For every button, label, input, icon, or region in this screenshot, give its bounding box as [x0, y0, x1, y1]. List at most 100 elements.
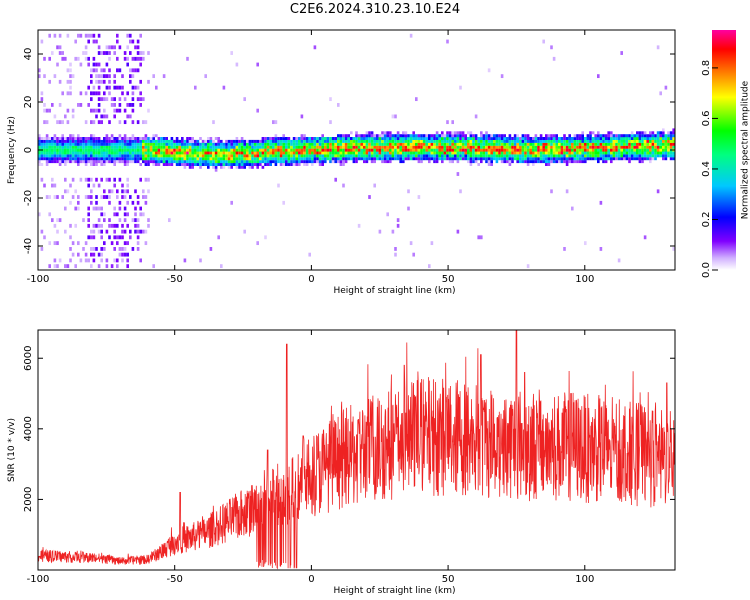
spectrogram-cell — [344, 137, 348, 140]
spectrogram-noise-cell — [110, 241, 114, 246]
spectrogram-cell — [337, 154, 340, 158]
spectrogram-cell — [160, 142, 163, 146]
spectrogram-cell — [251, 148, 254, 152]
spectrogram-cell — [246, 148, 249, 152]
spectrogram-noise-cell — [139, 62, 142, 67]
spectrogram-noise-cell — [477, 235, 480, 240]
spectrogram-cell — [591, 148, 595, 152]
spectrogram-cell — [61, 151, 64, 155]
spectrogram-cell — [420, 134, 423, 138]
spectrogram-cell — [136, 139, 140, 143]
spectrogram-cell — [342, 154, 345, 158]
spectrogram-cell — [227, 157, 231, 161]
spectrogram-cell — [269, 139, 272, 143]
spectrogram-cell — [168, 139, 171, 143]
spectrogram-noise-cell — [53, 223, 57, 228]
spectrogram-cell — [617, 145, 621, 149]
spectrogram-noise-cell — [313, 45, 317, 50]
spectrogram-noise-cell — [38, 74, 41, 79]
spectrogram-cell — [386, 154, 389, 158]
spectrogram-cell — [181, 142, 184, 146]
spectrogram-cell — [209, 163, 213, 166]
spectrogram-cell — [43, 139, 46, 143]
spectrogram-cell — [136, 151, 140, 155]
spectrogram-cell — [555, 142, 558, 146]
spectrogram-cell — [656, 151, 660, 155]
spectrogram-cell — [157, 160, 161, 164]
spectrogram-noise-cell — [243, 229, 246, 234]
spectrogram-noise-cell — [92, 85, 96, 90]
spectrogram-cell — [448, 131, 452, 135]
spectrogram-cell — [157, 151, 161, 155]
spectrogram-noise-cell — [100, 223, 103, 228]
spectrogram-cell — [69, 145, 72, 149]
spectrogram-cell — [495, 151, 499, 155]
spectrogram-cell — [58, 157, 62, 161]
spectrogram-cell — [420, 148, 423, 152]
spectrogram-cell — [240, 148, 244, 152]
spectrogram-cell — [607, 157, 610, 161]
spectrogram-cell — [352, 148, 356, 152]
spectrogram-noise-cell — [40, 39, 44, 44]
spectrogram-cell — [118, 134, 122, 138]
spectrogram-cell — [506, 157, 509, 161]
spectrogram-cell — [290, 142, 293, 146]
spectrogram-cell — [53, 154, 57, 158]
spectrogram-cell — [266, 163, 270, 166]
spectrogram-cell — [404, 134, 408, 138]
colorbar-tick-label: 0.0 — [701, 262, 712, 278]
spectrogram-cell — [61, 157, 64, 161]
spectrogram-cell — [243, 165, 246, 169]
spectrogram-noise-cell — [139, 51, 142, 55]
spectrogram-cell — [170, 145, 174, 149]
spectrogram-cell — [493, 148, 496, 152]
spectrogram-noise-cell — [56, 218, 59, 223]
spectrogram-cell — [144, 145, 148, 149]
spectrogram-cell — [446, 139, 449, 143]
spectrogram-cell — [227, 165, 231, 169]
spectrogram-cell — [578, 139, 582, 143]
spectrogram-cell — [438, 151, 441, 155]
spectrogram-cell — [326, 151, 330, 155]
spectrogram-cell — [199, 163, 202, 166]
spectrogram-cell — [212, 142, 215, 146]
spectrogram-cell — [461, 148, 465, 152]
spectrogram-cell — [87, 151, 90, 155]
spectrogram-cell — [428, 145, 431, 149]
spectrogram-noise-cell — [550, 189, 553, 194]
spectrogram-cell — [97, 151, 101, 155]
spectrogram-cell — [61, 145, 64, 149]
spectrogram-cell — [225, 142, 228, 146]
spectrogram-cell — [643, 154, 647, 158]
spectrogram-cell — [662, 137, 665, 140]
spectrogram-cell — [272, 142, 275, 146]
spectrogram-cell — [196, 160, 200, 164]
spectrogram-cell — [373, 142, 376, 146]
spectrogram-cell — [92, 154, 96, 158]
spectrogram-noise-cell — [92, 258, 96, 263]
spectrogram-noise-cell — [90, 200, 93, 205]
spectrogram-cell — [542, 139, 545, 143]
spectrogram-cell — [550, 151, 553, 155]
spectrogram-cell — [542, 157, 545, 161]
spectrogram-cell — [396, 142, 400, 146]
spectrogram-cell — [134, 157, 137, 161]
spectrogram-cell — [498, 151, 501, 155]
spectrogram-cell — [300, 157, 304, 161]
spectrogram-cell — [227, 151, 231, 155]
spectrogram-cell — [464, 151, 467, 155]
spectrogram-cell — [508, 139, 512, 143]
spectrogram-cell — [396, 131, 400, 135]
spectrogram-cell — [451, 157, 454, 161]
spectrogram-cell — [259, 142, 262, 146]
spectrogram-cell — [92, 163, 96, 166]
spectrogram-noise-cell — [108, 51, 111, 55]
spectrogram-cell — [451, 137, 454, 140]
spectrogram-cell — [363, 134, 366, 138]
spectrogram-cell — [290, 157, 293, 161]
spectrogram-cell — [298, 145, 301, 149]
spectrogram-cell — [253, 139, 257, 143]
spectrogram-cell — [448, 134, 452, 138]
spectrogram-cell — [196, 139, 200, 143]
spectrogram-cell — [113, 139, 116, 143]
